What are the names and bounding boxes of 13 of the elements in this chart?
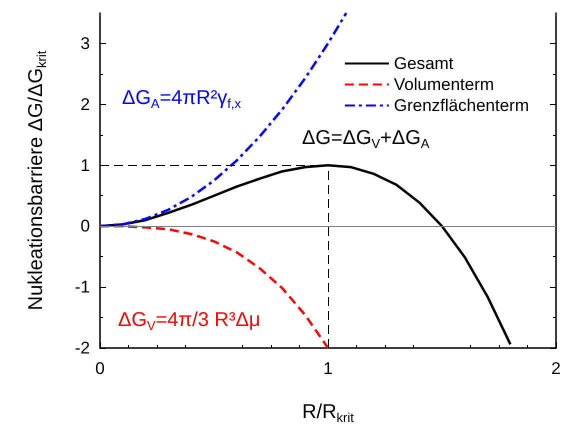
legend-label: Grenzflächenterm [394, 96, 530, 115]
legend-label: Gesamt [394, 54, 454, 73]
y-tick-label: 0 [80, 216, 90, 236]
x-tick-label: 1 [323, 359, 333, 378]
y-tick-label: -1 [74, 278, 90, 297]
y-tick-label: 2 [80, 94, 90, 114]
y-tick-label: 3 [80, 34, 90, 53]
x-tick-label: 2 [551, 359, 561, 378]
y-axis-title: Nukleationsbarriere ΔG/ΔGkrit [25, 50, 49, 310]
x-tick-label: 0 [95, 359, 105, 378]
legend-label: Volumenterm [394, 75, 494, 94]
y-tick-label: -2 [74, 338, 90, 358]
y-tick-label: 1 [80, 156, 90, 175]
